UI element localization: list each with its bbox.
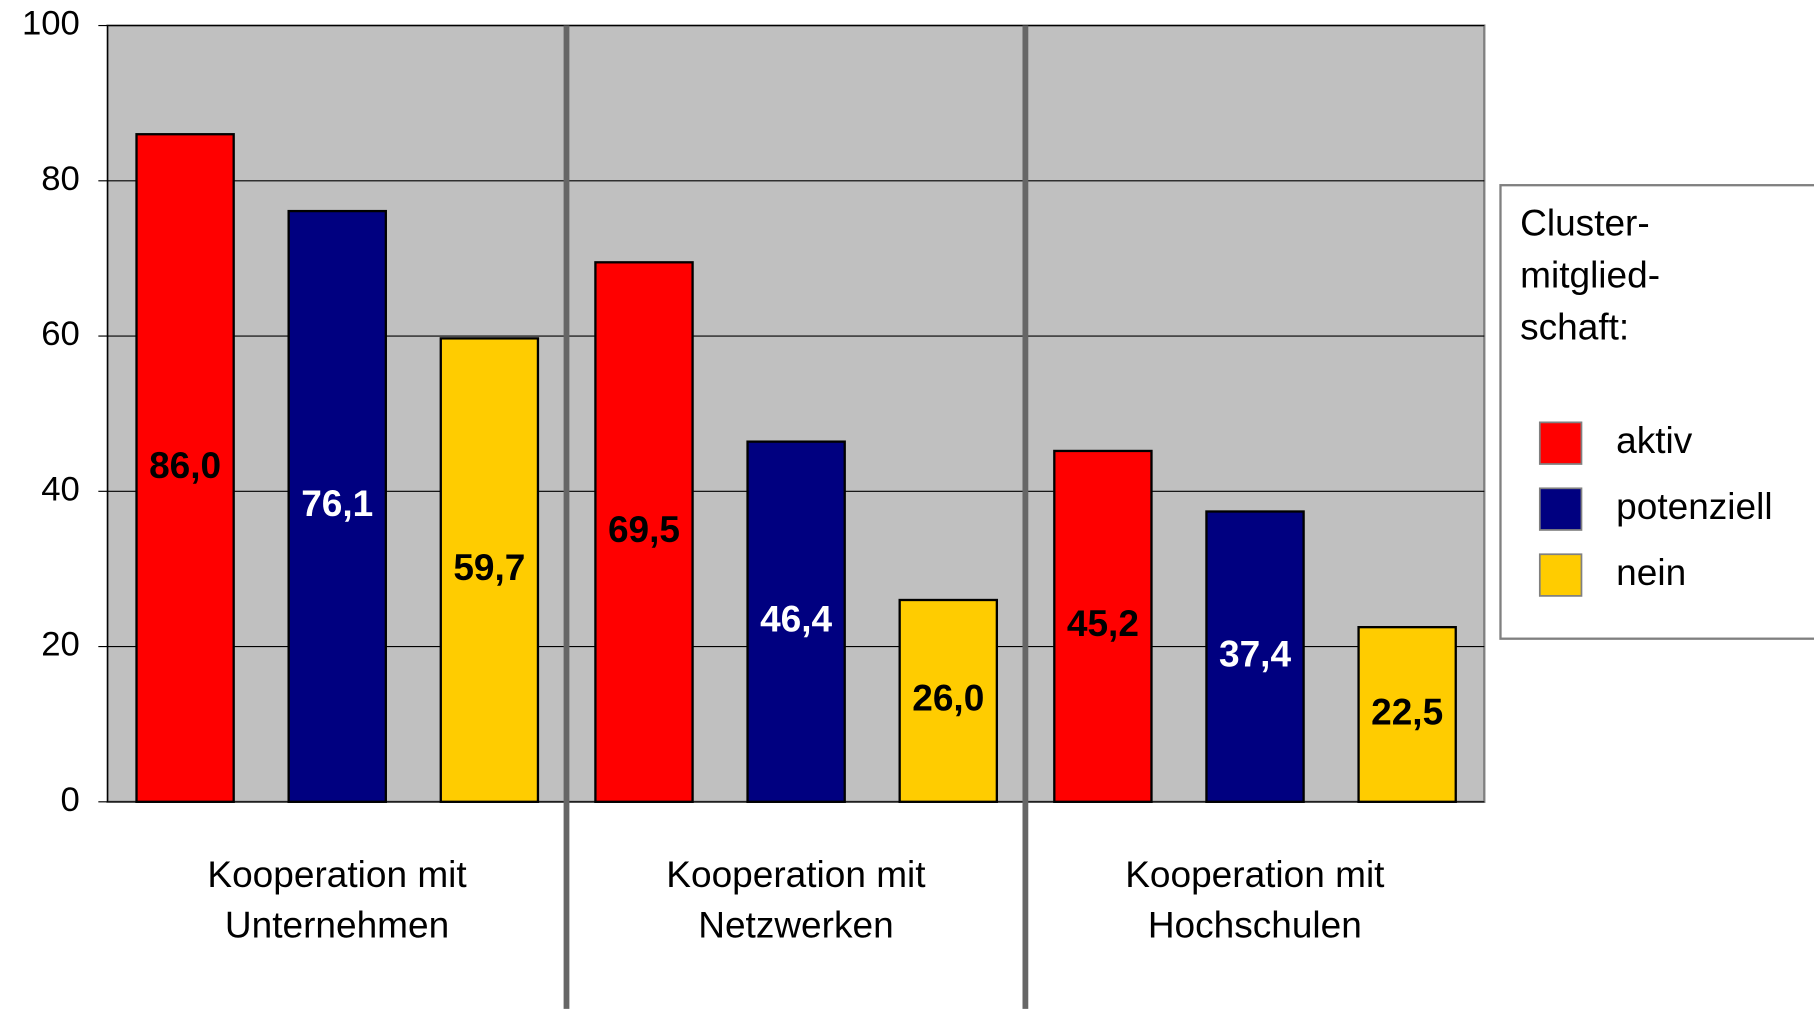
legend-title: Cluster-: [1520, 201, 1650, 243]
y-tick-label: 80: [41, 160, 80, 198]
bar: [1357, 626, 1457, 803]
value-label: 69,5: [608, 508, 680, 550]
legend-swatch: [1538, 421, 1583, 465]
value-label: 46,4: [760, 598, 832, 640]
value-label: 76,1: [301, 482, 373, 524]
y-tick-label: 0: [61, 781, 80, 819]
bar: [898, 598, 999, 803]
value-label: 45,2: [1067, 602, 1139, 644]
value-label: 22,5: [1371, 690, 1443, 732]
value-label: 26,0: [912, 677, 984, 719]
y-tick-label: 100: [22, 5, 80, 43]
x-tick-label: Kooperation mit: [666, 853, 926, 895]
x-tick-label: Unternehmen: [225, 904, 449, 946]
x-tick-label: Kooperation mit: [207, 853, 467, 895]
legend-label: nein: [1616, 551, 1686, 593]
bar: [1053, 449, 1153, 803]
value-label: 37,4: [1219, 632, 1291, 674]
bar: [439, 337, 540, 803]
y-tick-label: 60: [41, 315, 80, 353]
legend-swatch: [1538, 487, 1583, 531]
value-label: 86,0: [149, 444, 221, 486]
legend-title: schaft:: [1520, 306, 1629, 348]
bar: [287, 209, 387, 803]
x-tick-label: Netzwerken: [698, 904, 893, 946]
legend-swatch: [1538, 553, 1583, 597]
bar: [135, 133, 235, 803]
legend-label: potenziell: [1616, 485, 1772, 527]
x-tick-label: Hochschulen: [1148, 904, 1362, 946]
legend-label: aktiv: [1616, 419, 1693, 461]
y-tick-label: 20: [41, 626, 80, 664]
legend-title: mitglied-: [1520, 254, 1660, 296]
x-tick-label: Kooperation mit: [1125, 853, 1385, 895]
bar: [594, 261, 694, 803]
bar: [746, 440, 846, 803]
value-label: 59,7: [453, 546, 525, 588]
y-tick-label: 40: [41, 470, 80, 508]
bar: [1205, 510, 1305, 803]
